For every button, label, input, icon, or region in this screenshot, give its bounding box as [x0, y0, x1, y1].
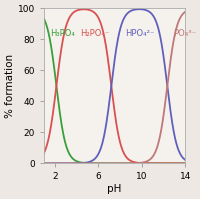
X-axis label: pH: pH: [107, 184, 122, 194]
Text: H₂PO₄⁻: H₂PO₄⁻: [80, 29, 109, 38]
Text: HPO₄²⁻: HPO₄²⁻: [125, 29, 155, 38]
Text: PO₄³⁻: PO₄³⁻: [173, 29, 196, 38]
Text: H₃PO₄: H₃PO₄: [50, 29, 75, 38]
Y-axis label: % formation: % formation: [5, 54, 15, 118]
